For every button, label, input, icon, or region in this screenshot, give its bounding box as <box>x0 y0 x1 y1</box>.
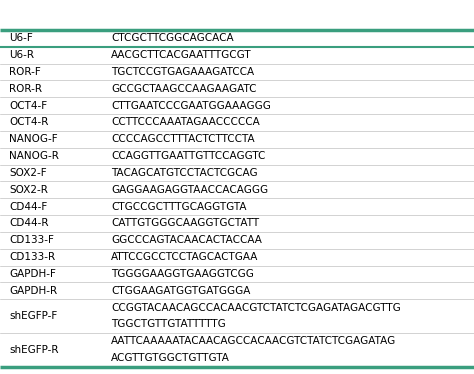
Text: ATTCCGCCTCCTAGCACTGAA: ATTCCGCCTCCTAGCACTGAA <box>111 252 259 262</box>
Text: CTGGAAGATGGTGATGGGA: CTGGAAGATGGTGATGGGA <box>111 286 251 296</box>
Text: OCT4-R: OCT4-R <box>9 117 49 128</box>
Text: CATTGTGGGCAAGGTGCTATT: CATTGTGGGCAAGGTGCTATT <box>111 218 259 229</box>
Text: GAPDH-F: GAPDH-F <box>9 269 56 279</box>
Text: SOX2-F: SOX2-F <box>9 168 47 178</box>
Text: GCCGCTAAGCCAAGAAGATC: GCCGCTAAGCCAAGAAGATC <box>111 84 257 94</box>
Text: NANOG-R: NANOG-R <box>9 151 59 161</box>
Text: TGGGGAAGGTGAAGGTCGG: TGGGGAAGGTGAAGGTCGG <box>111 269 254 279</box>
Text: CD133-F: CD133-F <box>9 235 55 245</box>
Text: CCCCAGCCTTTACTCTTCCTA: CCCCAGCCTTTACTCTTCCTA <box>111 134 255 144</box>
Text: CCAGGTTGAATTGTTCCAGGTC: CCAGGTTGAATTGTTCCAGGTC <box>111 151 266 161</box>
Text: CD44-R: CD44-R <box>9 218 49 229</box>
Text: CCTTCCCAAATAGAACCCCCA: CCTTCCCAAATAGAACCCCCA <box>111 117 260 128</box>
Text: CTGCCGCTTTGCAGGTGTA: CTGCCGCTTTGCAGGTGTA <box>111 202 247 212</box>
Text: GGCCCAGTACAACACTACCAA: GGCCCAGTACAACACTACCAA <box>111 235 262 245</box>
Text: shEGFP-F: shEGFP-F <box>9 311 58 321</box>
Text: TGGCTGTTGTATTTTTG: TGGCTGTTGTATTTTTG <box>111 319 226 329</box>
Text: ROR-R: ROR-R <box>9 84 43 94</box>
Text: CD44-F: CD44-F <box>9 202 48 212</box>
Text: OCT4-F: OCT4-F <box>9 101 47 111</box>
Text: GAGGAAGAGGTAACCACAGGG: GAGGAAGAGGTAACCACAGGG <box>111 185 268 195</box>
Text: AATTCAAAAATACAACAGCCACAACGTCTATCTCGAGATAG: AATTCAAAAATACAACAGCCACAACGTCTATCTCGAGATA… <box>111 336 397 346</box>
Text: SOX2-R: SOX2-R <box>9 185 48 195</box>
Text: TACAGCATGTCCTACTCGCAG: TACAGCATGTCCTACTCGCAG <box>111 168 258 178</box>
Text: CTTGAATCCCGAATGGAAAGGG: CTTGAATCCCGAATGGAAAGGG <box>111 101 271 111</box>
Text: ROR-F: ROR-F <box>9 67 41 77</box>
Text: NANOG-F: NANOG-F <box>9 134 58 144</box>
Text: CCGGTACAACAGCCACAACGTCTATCTCGAGATAGACGTTG: CCGGTACAACAGCCACAACGTCTATCTCGAGATAGACGTT… <box>111 303 401 313</box>
Text: AACGCTTCACGAATTTGCGT: AACGCTTCACGAATTTGCGT <box>111 50 252 60</box>
Text: TGCTCCGTGAGAAAGATCCA: TGCTCCGTGAGAAAGATCCA <box>111 67 255 77</box>
Text: CTCGCTTCGGCAGCACA: CTCGCTTCGGCAGCACA <box>111 33 234 43</box>
Text: U6-F: U6-F <box>9 33 33 43</box>
Text: ACGTTGTGGCTGTTGTA: ACGTTGTGGCTGTTGTA <box>111 353 230 363</box>
Text: shEGFP-R: shEGFP-R <box>9 345 59 355</box>
Text: U6-R: U6-R <box>9 50 35 60</box>
Text: GAPDH-R: GAPDH-R <box>9 286 58 296</box>
Text: CD133-R: CD133-R <box>9 252 55 262</box>
